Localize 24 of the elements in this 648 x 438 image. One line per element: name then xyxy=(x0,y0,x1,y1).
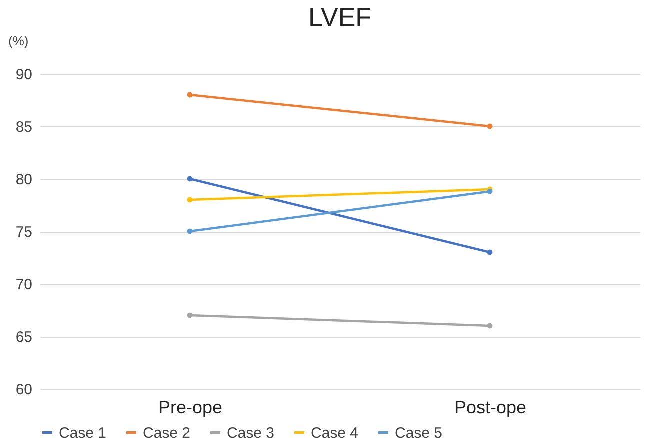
y-tick-label: 65 xyxy=(16,329,32,346)
y-tick-label: 75 xyxy=(16,224,32,241)
point xyxy=(487,250,493,256)
x-tick-label: Pre-ope xyxy=(158,398,223,418)
point xyxy=(487,323,493,329)
legend-label: Case 5 xyxy=(395,424,443,438)
legend-label: Case 1 xyxy=(59,424,107,438)
point xyxy=(187,197,193,203)
point xyxy=(487,124,493,130)
legend-label: Case 4 xyxy=(311,424,359,438)
point xyxy=(187,92,193,98)
x-tick-label: Post-ope xyxy=(454,398,527,418)
y-axis-title: (%) xyxy=(8,34,29,48)
y-tick-label: 80 xyxy=(16,172,32,188)
point xyxy=(187,228,193,234)
legend-label: Case 3 xyxy=(227,424,275,438)
chart-title: LVEF xyxy=(308,2,372,32)
legend-label: Case 2 xyxy=(143,424,191,438)
y-tick-label: 70 xyxy=(16,276,32,294)
point xyxy=(187,176,193,182)
y-tick-label: 60 xyxy=(16,382,32,398)
point xyxy=(187,312,193,318)
y-tick-label: 85 xyxy=(16,119,32,136)
y-tick-label: 90 xyxy=(16,66,32,84)
